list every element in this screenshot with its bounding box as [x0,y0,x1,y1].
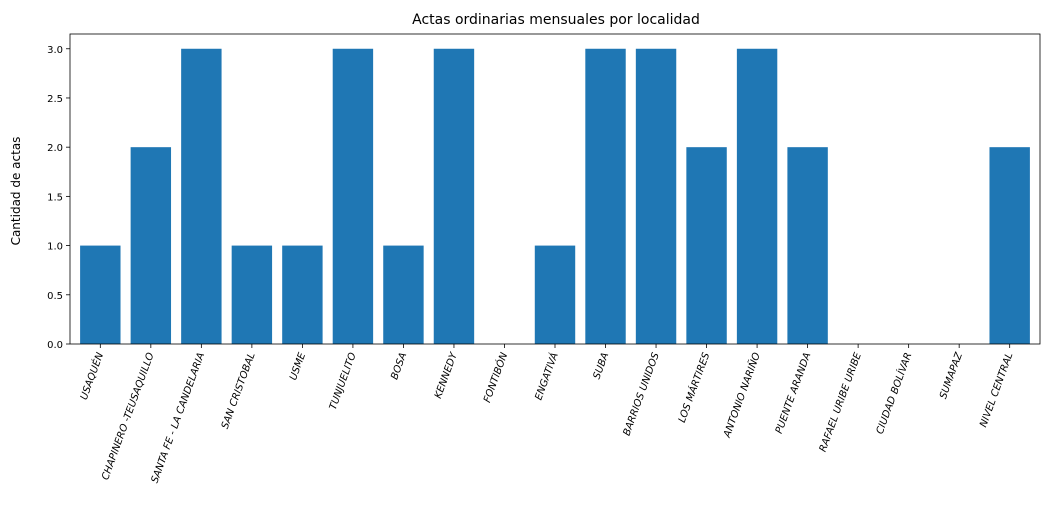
x-tick-label: USAQUÉN [77,350,106,401]
x-tick-label: BARRIOS UNIDOS [622,351,663,438]
bar [686,147,727,344]
bar [383,245,424,344]
x-tick-label: KENNEDY [433,350,460,400]
bar [585,48,626,345]
bar [635,48,677,345]
x-tick-label: NIVEL CENTRAL [978,351,1015,429]
x-tick-label: ENGATIVÁ [532,350,561,401]
x-tick-label: ANTONIO NARIÑO [720,350,763,439]
y-axis-label: Cantidad de actas [9,137,23,246]
chart-title: Actas ordinarias mensuales por localidad [412,12,700,28]
x-tick-label: SAN CRISTOBAL [220,351,258,430]
bar [787,147,828,344]
x-tick-label: BOSA [389,351,409,381]
x-tick-label: TUNJUELITO [328,351,359,411]
x-tick-label: CIUDAD BOLÍVAR [873,351,915,436]
y-tick-label: 0.5 [47,291,63,302]
x-tick-label: SUBA [592,351,612,381]
bar [130,147,172,344]
plot-frame [69,33,1041,345]
x-tick-label: USME [288,351,308,382]
bars-group [80,48,1030,345]
bar [231,245,273,344]
y-tick-label: 2.0 [47,143,63,154]
bar [332,48,374,345]
x-tick-label: RAFAEL URIBE URIBE [818,351,864,454]
y-tick-label: 1.5 [47,192,63,203]
x-tick-label: SANTA FE - LA CANDELARIA [150,351,208,485]
y-tick-label: 1.0 [47,242,63,253]
bar [736,48,778,345]
y-tick-label: 3.0 [47,45,63,56]
bar [181,48,222,345]
x-tick-label: PUENTE ARANDA [774,351,814,435]
bar [80,245,121,344]
x-tick-label: SUMAPAZ [938,350,965,400]
bar [433,48,475,345]
x-tick-label: FONTIBÓN [480,350,510,404]
bar [534,245,576,344]
bar [282,245,323,344]
x-tick-label: CHAPINERO -TEUSAQUILLO [100,351,156,482]
x-tick-label: LOS MÁRTIRES [675,350,713,424]
bar [989,147,1030,344]
y-axis-ticks: 0.0 0.5 1.0 1.5 2.0 2.5 3.0 [47,45,70,351]
y-tick-label: 0.0 [47,340,63,351]
y-tick-label: 2.5 [47,94,63,105]
